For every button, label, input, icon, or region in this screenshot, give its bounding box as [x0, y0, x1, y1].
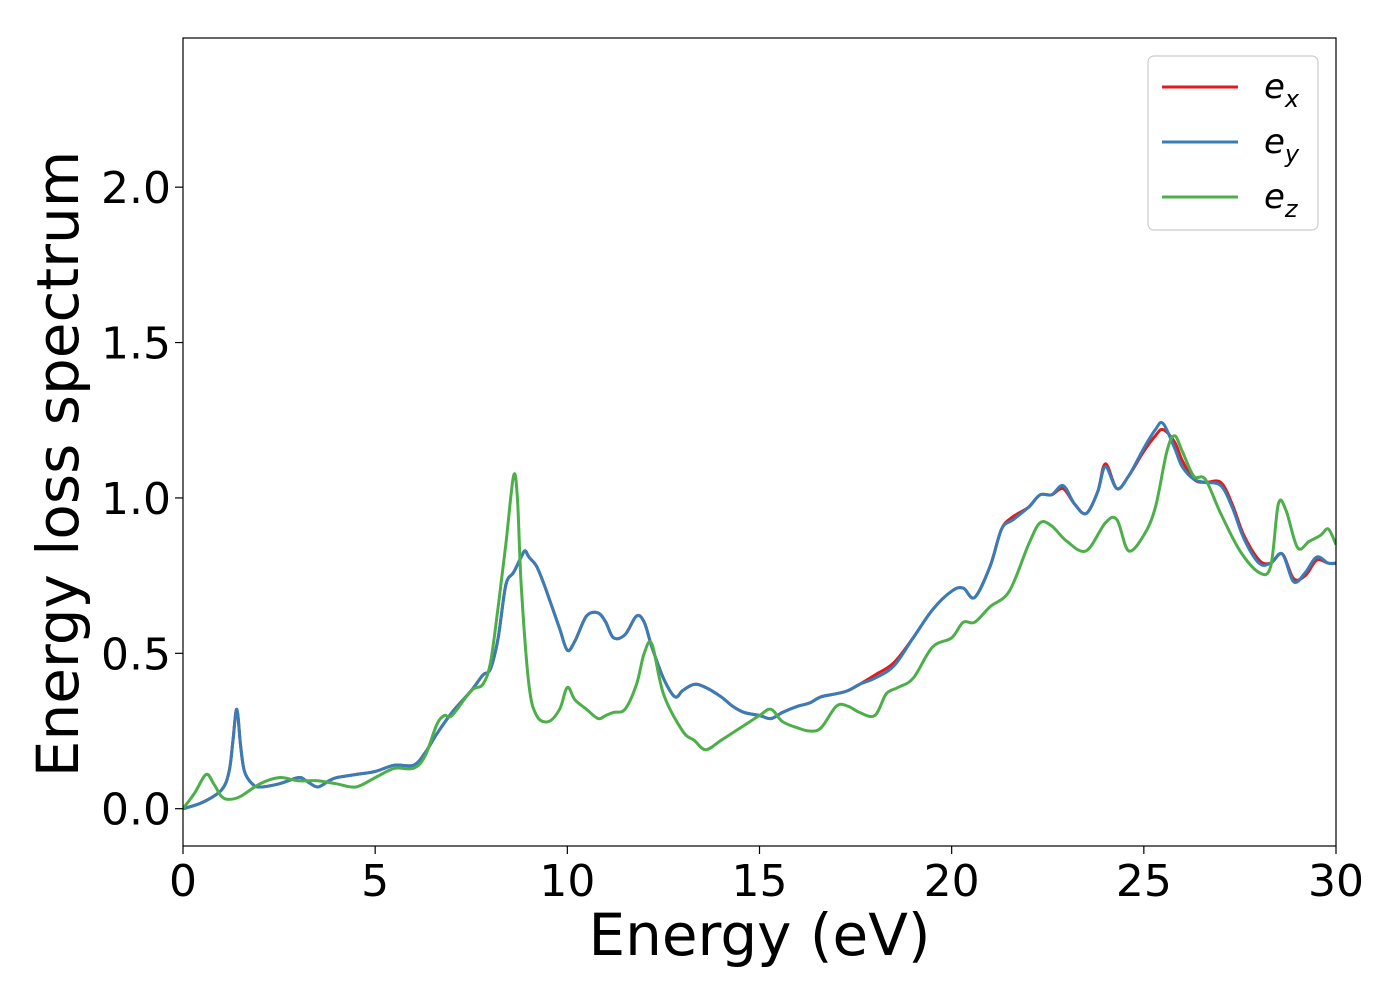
y-tick-label: 1.0	[101, 474, 171, 525]
x-tick-label: 20	[924, 856, 980, 907]
legend-label: ez	[1264, 177, 1299, 223]
y-tick-label: 1.5	[101, 319, 171, 370]
legend: ex ey ez	[1147, 55, 1319, 231]
legend-label: ex	[1264, 67, 1300, 113]
y-tick-label: 0.5	[101, 629, 171, 680]
x-tick-label: 10	[539, 856, 595, 907]
x-tick-label: 30	[1308, 856, 1364, 907]
x-tick-label: 15	[732, 856, 788, 907]
x-tick-label: 25	[1116, 856, 1172, 907]
x-axis-ticks: 0 5 10 15 20 25 30	[169, 846, 1364, 907]
series-line-e-z	[183, 434, 1336, 810]
series-line-e-y	[183, 420, 1336, 811]
legend-label: ey	[1264, 122, 1300, 168]
x-tick-label: 5	[361, 856, 389, 907]
y-tick-label: 0.0	[101, 785, 171, 836]
x-axis-label: Energy (eV)	[588, 901, 930, 969]
series-line-e-x	[183, 427, 1336, 811]
y-tick-label: 2.0	[101, 163, 171, 214]
y-axis-label: Energy loss spectrum	[24, 151, 92, 777]
series-lines	[183, 420, 1336, 811]
y-axis-ticks: 0.0 0.5 1.0 1.5 2.0	[101, 163, 183, 836]
x-tick-label: 0	[169, 856, 197, 907]
